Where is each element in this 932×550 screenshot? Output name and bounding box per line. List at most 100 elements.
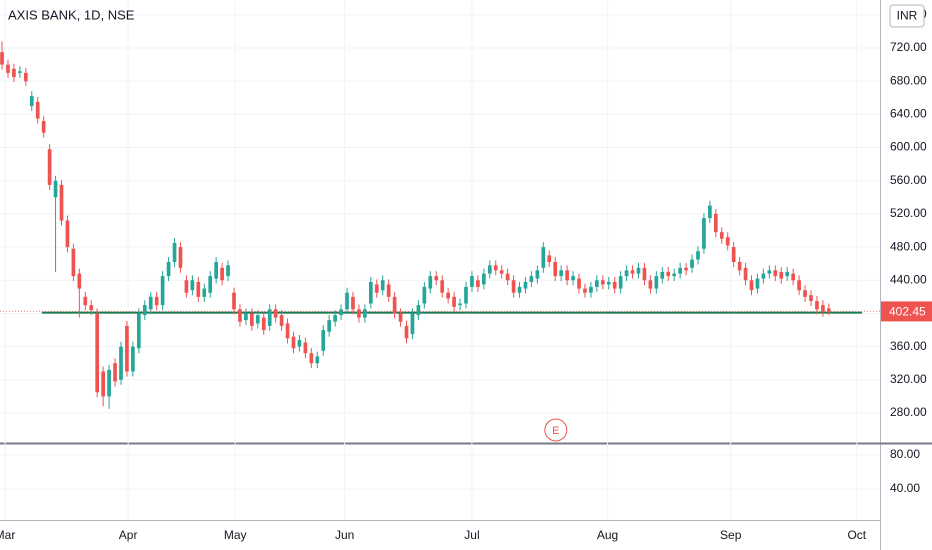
candle-body (386, 284, 391, 297)
candle-body (6, 64, 10, 73)
candle-body (363, 309, 367, 318)
x-tick-label: Jun (335, 528, 354, 542)
candle-body (12, 68, 16, 78)
candle-body (238, 309, 242, 322)
candle-body (761, 273, 766, 279)
x-tick-label: Apr (119, 528, 138, 542)
candle-body (35, 101, 40, 119)
candle-body (273, 309, 278, 318)
candle-body (815, 301, 819, 310)
candle-body (53, 180, 58, 198)
candle-body (773, 270, 778, 277)
candle-body (595, 280, 599, 287)
candle-body (529, 276, 534, 282)
candle-body (279, 315, 284, 326)
candle-body (731, 247, 736, 263)
candle-body (577, 278, 581, 289)
candle-body (452, 296, 456, 307)
candle-body (220, 267, 224, 281)
candle-body (18, 71, 22, 73)
currency[interactable]: INR (897, 9, 918, 23)
candle-body (368, 281, 373, 304)
y-tick-label: 480.00 (890, 239, 927, 253)
candle-body (713, 213, 718, 233)
candle-body (71, 248, 76, 277)
candle-body (821, 305, 825, 312)
candle-body (690, 259, 694, 268)
candle-body (434, 276, 439, 281)
event-label: E (552, 425, 559, 437)
candle-body (208, 276, 213, 293)
candle-body (190, 280, 195, 291)
candle-body (351, 296, 355, 310)
candle-body (749, 280, 754, 291)
candle-body (612, 281, 617, 289)
candle-body (202, 288, 207, 297)
candle-body (785, 271, 790, 277)
candle-body (250, 313, 254, 326)
candle-body (458, 303, 462, 306)
candle-body (339, 309, 343, 316)
candle-body (136, 313, 141, 349)
grid (0, 0, 880, 520)
candle-body (148, 296, 153, 310)
candle-body (505, 273, 510, 281)
candle-body (446, 292, 450, 299)
candle-body (297, 339, 302, 347)
candles (0, 41, 880, 409)
candle-body (541, 247, 546, 268)
candle-body (684, 267, 688, 271)
candle-body (440, 280, 445, 293)
candle-body (660, 271, 665, 279)
candle-body (95, 313, 100, 393)
candle-body (119, 346, 123, 380)
candle-body (142, 305, 147, 316)
candle-body (583, 288, 587, 293)
candle-body (398, 313, 403, 322)
candle-body (809, 295, 813, 302)
candle-body (285, 323, 290, 339)
candle-body (702, 218, 706, 249)
y-tick-label: 720.00 (890, 40, 927, 54)
candle-body (131, 346, 135, 372)
candle-body (327, 320, 332, 332)
candle-body (107, 369, 111, 397)
x-tick-label: Sep (720, 528, 742, 542)
candle-body (428, 276, 433, 289)
candle-body (41, 121, 46, 133)
candle-body (517, 286, 522, 293)
candle-body (743, 267, 748, 281)
candle-body (59, 184, 64, 221)
candle-body (464, 286, 468, 304)
candle-body (487, 265, 492, 274)
candle-body (642, 267, 647, 281)
y2-tick-label: 40.00 (890, 481, 920, 495)
currency-box[interactable] (889, 4, 925, 28)
last-price-label: 402.45 (889, 305, 926, 319)
y2-tick-label: 80.00 (890, 447, 920, 461)
candle-body (226, 265, 230, 277)
candle-body (600, 280, 605, 285)
candle-body (160, 276, 165, 306)
candle-body (345, 292, 349, 310)
candle-body (374, 284, 379, 293)
candle-body (125, 325, 129, 372)
candle-body (725, 237, 730, 246)
candle-body (470, 276, 474, 287)
candle-body (672, 273, 677, 277)
candle-body (89, 305, 94, 311)
x-tick-label: Mar (0, 528, 15, 542)
y-tick-label: 280.00 (890, 405, 927, 419)
candle-body (493, 265, 498, 271)
candle-body (267, 309, 272, 326)
candle-body (481, 273, 486, 285)
labels: 280.00320.00360.00400.00440.00480.00520.… (0, 7, 932, 542)
candle-body (255, 315, 260, 324)
last-price-box (881, 301, 932, 322)
candle-body (827, 308, 831, 312)
candle-body (737, 262, 742, 271)
candle-body (0, 52, 4, 65)
candle-body (624, 270, 629, 277)
candle-body (214, 262, 219, 279)
x-tick-label: Aug (597, 528, 618, 542)
